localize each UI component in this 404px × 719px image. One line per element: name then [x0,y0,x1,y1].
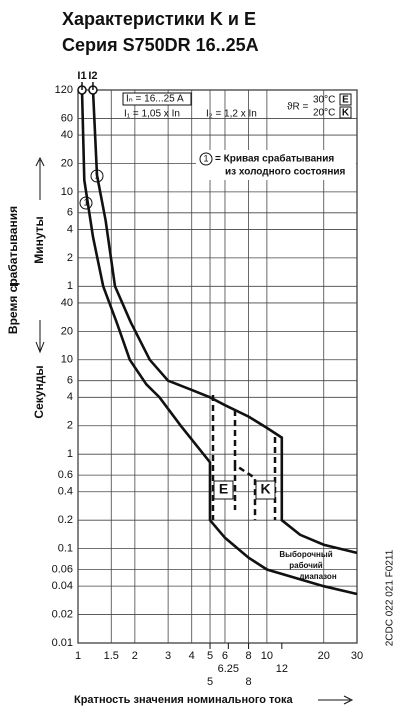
e-box [339,93,352,106]
secondary-x-tick-label: 5 [207,676,213,688]
series-label: I1 [77,70,86,82]
y-tick-label: 2 [67,420,73,432]
y-tick-label: 0.6 [58,469,73,481]
x-tick-label: 30 [351,650,363,662]
x-tick-label: 1 [75,650,81,662]
x-tick-label: 4 [189,650,195,662]
k-region-mark: K [260,481,270,497]
chart-title: Характеристики K и E [62,9,256,29]
note-marker-text: 1 [203,153,208,163]
y-tick-label: 40 [61,297,73,309]
y-tick-label: 0.4 [58,486,73,498]
y-tick-label: 0.01 [52,637,73,649]
secondary-x-tick-label: 6.25 [218,663,239,675]
y-tick-label: 1 [67,448,73,460]
trip-curve [80,89,358,596]
cold-note: = Кривая срабатывания [215,153,334,165]
y-axis-seconds-label: Секунды [32,365,46,418]
x-tick-label: 8 [246,650,252,662]
y-axis-label: Время срабатывания [6,206,20,334]
x-tick-label: 3 [165,650,171,662]
y-tick-label: 6 [67,375,73,387]
e-region-box [213,480,234,500]
y-tick-label: 60 [61,112,73,124]
secondary-x-tick-label: 12 [276,663,288,675]
i2-text: I₂ = 1,2 x In [206,109,257,120]
series-label: I2 [88,70,97,82]
temp-k: 20°C [313,108,335,119]
note-bg [196,150,356,180]
y-tick-label: 1 [67,280,73,292]
chart-subtitle: Серия S750DR 16..25A [62,35,259,55]
k-box [339,106,352,119]
y-tick-label: 0.06 [52,563,73,575]
y-tick-label: 6 [67,207,73,219]
x-tick-label: 5 [207,650,213,662]
x-tick-label: 10 [261,650,273,662]
range-boundary [211,395,277,520]
axis-arrow [35,156,45,354]
note-marker [199,152,213,166]
y-tick-label: 40 [61,129,73,141]
x-tick-label: 6 [222,650,228,662]
trip-curve [91,89,358,555]
y-tick-label: 10 [61,354,73,366]
x-axis-label: Кратность значения номинального тока [74,694,293,706]
temp-e-mark: E [342,95,349,106]
range-note: рабочий [289,561,323,570]
range-note: Выборочный [279,550,332,559]
range-note: диапазон [299,572,336,581]
temp-k-mark: K [342,108,350,119]
k-region-box [255,480,276,500]
y-tick-label: 0.1 [58,542,73,554]
y-tick-label: 10 [61,186,73,198]
y-tick-label: 120 [55,84,73,96]
y-tick-label: 4 [67,391,73,403]
y-tick-label: 4 [67,223,73,235]
y-tick-label: 20 [61,157,73,169]
x-tick-label: 2 [132,650,138,662]
temp-e: 30°C [313,95,335,106]
y-tick-label: 0.2 [58,514,73,526]
y-axis-minutes-label: Минуты [32,216,46,264]
secondary-x-tick-label: 8 [246,676,252,688]
separator [10,283,18,286]
curve-marker-text: 1 [83,197,88,207]
axis-arrow [318,695,354,705]
y-tick-label: 0.02 [52,608,73,620]
e-region-mark: E [219,481,228,497]
x-tick-label: 20 [318,650,330,662]
temp-label: ϑR = [287,102,308,113]
cold-note: из холодного состояния [225,167,346,178]
rated-box [122,92,192,106]
figure-code: 2CDC 022 021 F0211 [385,549,396,646]
rated-text: Iₙ = 16...25 A [126,94,184,105]
y-tick-label: 2 [67,252,73,264]
y-tick-label: 20 [61,325,73,337]
x-tick-label: 1.5 [104,650,119,662]
y-tick-label: 0.04 [52,580,73,592]
i1-text: I₁ = 1,05 x In [124,109,180,120]
